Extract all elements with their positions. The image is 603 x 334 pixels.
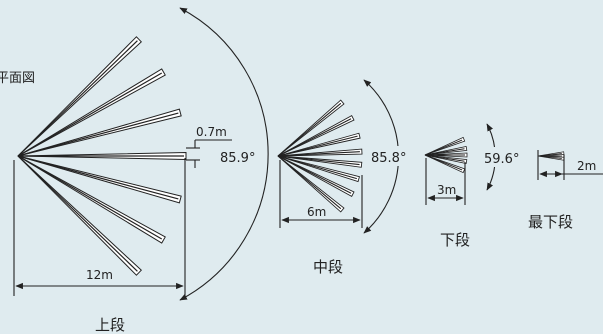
- beam-core: [277, 155, 360, 166]
- bottom-zone-name: 最下段: [528, 213, 573, 231]
- plan-view-title: 平面図: [0, 71, 35, 86]
- beam-core: [424, 148, 465, 156]
- bottom-length-label: 2m: [577, 159, 596, 173]
- beam: [277, 155, 363, 168]
- upper-length-label: 12m: [86, 268, 113, 282]
- beam-core: [424, 154, 465, 162]
- middle-zone: 85.8° 6m 中段: [277, 79, 412, 276]
- lower-zone: 59.6° 3m 下段: [424, 123, 527, 249]
- beam-core: [277, 102, 342, 157]
- beam-core: [277, 155, 342, 210]
- bottom-zone: 2m 最下段: [528, 150, 603, 231]
- beam: [277, 148, 363, 157]
- beam-core: [277, 135, 358, 157]
- upper-angle-arc: [179, 7, 269, 301]
- beam-core: [17, 155, 179, 200]
- middle-length-label: 6m: [307, 205, 326, 219]
- beam-core: [537, 155, 562, 159]
- bottom-beam-fan: [537, 151, 565, 161]
- lower-angle-label: 59.6°: [484, 152, 519, 167]
- upper-zone-name: 上段: [95, 316, 125, 334]
- upper-zone: 85.9° 0.7m 12m 上段: [13, 7, 269, 334]
- beam-core: [17, 112, 179, 157]
- beam-core: [277, 155, 357, 180]
- lower-zone-name: 下段: [440, 231, 470, 249]
- upper-angle-label: 85.9°: [220, 151, 255, 166]
- beam-core: [17, 72, 163, 157]
- upper-gap-label: 0.7m: [196, 125, 227, 139]
- lower-length-label: 3m: [437, 183, 456, 197]
- beam: [277, 132, 361, 157]
- beam-core: [424, 139, 463, 156]
- middle-angle-label: 85.8°: [371, 151, 406, 166]
- beam-core: [17, 155, 138, 272]
- beam-core: [17, 155, 163, 240]
- middle-zone-name: 中段: [313, 258, 343, 276]
- lower-beam-fan: [424, 136, 468, 174]
- beam-core: [277, 151, 360, 157]
- beam-core: [17, 40, 138, 157]
- upper-beam-fan: [17, 36, 187, 276]
- beam-core: [277, 118, 352, 157]
- upper-gap-dimension: [186, 139, 232, 168]
- beam-core: [277, 155, 352, 194]
- middle-beam-fan: [277, 99, 363, 213]
- beam-core: [424, 154, 463, 171]
